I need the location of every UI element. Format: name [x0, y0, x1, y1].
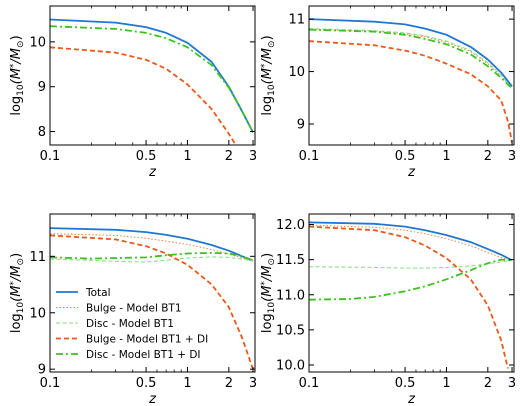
- y-tick-label: 11: [29, 250, 46, 265]
- series-line-disc_bt1_di: [50, 25, 254, 133]
- x-tick-label: 1: [442, 149, 450, 164]
- x-tick-label: 0.1: [40, 149, 61, 164]
- series-line-disc_bt1_di: [50, 251, 254, 262]
- panel-bottom-right: 0.1 0.5 1 2 3 10.0 10.5 11.0 11.5 12.0 z log10(M*/M…: [260, 213, 516, 406]
- legend-label-disc_bt1: Disc - Model BT1: [86, 318, 174, 330]
- x-tick-label: 3: [508, 376, 516, 391]
- y-axis-label: log10(M*/M⊙): [9, 253, 26, 333]
- legend-label-bulge_bt1_di: Bulge - Model BT1 + DI: [86, 334, 208, 346]
- series-line-total: [50, 227, 254, 262]
- series-group: [50, 227, 254, 370]
- x-tick-label: 0.1: [40, 376, 61, 391]
- x-tick-label: 1: [183, 149, 191, 164]
- y-tick-label: 11.5: [276, 253, 305, 268]
- legend-label-disc_bt1_di: Disc - Model BT1 + DI: [86, 349, 201, 361]
- x-tick-label: 2: [484, 376, 492, 391]
- x-axis-label: z: [407, 392, 416, 406]
- x-axis-label: z: [148, 392, 157, 406]
- series-line-total: [50, 18, 254, 133]
- x-axis-label: z: [148, 165, 157, 180]
- axes-frame: [49, 5, 256, 146]
- x-tick-label: 2: [484, 149, 492, 164]
- series-line-bulge_bt1_di: [50, 46, 237, 145]
- y-tick-label: 10.0: [276, 358, 305, 373]
- y-tick-label: 10: [29, 35, 46, 50]
- series-line-bulge_bt1: [50, 233, 254, 262]
- series-group: [309, 18, 513, 143]
- x-tick-label: 0.5: [136, 149, 157, 164]
- y-axis-label: log10(M*/M⊙): [260, 35, 277, 115]
- series-line-disc_bt1: [309, 259, 513, 269]
- series-group: [309, 221, 513, 369]
- series-line-bulge_bt1_di: [309, 225, 509, 369]
- x-tick-label: 2: [225, 376, 233, 391]
- series-group: [50, 18, 254, 145]
- series-line-bulge_bt1_di: [50, 234, 254, 370]
- x-tick-label: 3: [508, 149, 516, 164]
- series-line-disc_bt1: [309, 28, 513, 89]
- series-line-bulge_bt1_di: [309, 40, 513, 143]
- panel-top-left: 0.1 0.5 1 2 3 8 9 10 z log10(M*/M⊙): [9, 5, 257, 180]
- y-tick-label: 9: [38, 363, 46, 378]
- y-tick-label: 10.5: [276, 323, 305, 338]
- y-axis-label: log10(M*/M⊙): [9, 35, 26, 115]
- y-tick-label: 8: [38, 125, 46, 140]
- x-tick-label: 2: [225, 149, 233, 164]
- y-axis-label: log10(M*/M⊙): [260, 253, 277, 333]
- panel-bottom-left: 0.1 0.5 1 2 3 9 10 11 z log10(M*/M⊙): [9, 213, 257, 406]
- axes-frame: [308, 213, 515, 373]
- x-tick-label: 0.5: [395, 149, 416, 164]
- x-tick-label: 0.5: [395, 376, 416, 391]
- y-tick-label: 11.0: [276, 288, 305, 303]
- x-tick-label: 0.1: [299, 149, 320, 164]
- x-tick-label: 3: [249, 376, 257, 391]
- x-tick-label: 1: [442, 376, 450, 391]
- x-tick-label: 3: [249, 149, 257, 164]
- y-tick-label: 9: [38, 80, 46, 95]
- y-tick-label: 10: [29, 306, 46, 321]
- y-tick-label: 12.0: [276, 218, 305, 233]
- x-tick-label: 0.5: [136, 376, 157, 391]
- axes-frame: [49, 213, 256, 373]
- series-line-bulge_bt1: [309, 29, 513, 89]
- y-tick-label: 10: [288, 65, 305, 80]
- legend-label-total: Total: [85, 287, 111, 299]
- series-line-disc_bt1_di: [309, 28, 513, 90]
- axes-frame: [308, 5, 515, 146]
- series-line-total: [309, 221, 513, 262]
- y-tick-label: 11: [288, 13, 305, 28]
- legend-label-bulge_bt1: Bulge - Model BT1: [86, 303, 182, 315]
- x-tick-label: 1: [183, 376, 191, 391]
- legend: Total Bulge - Model BT1 Disc - Model BT1 Bu…: [56, 287, 208, 361]
- x-axis-label: z: [407, 165, 416, 180]
- panel-top-right: 0.1 0.5 1 2 3 9 10 11 z log10(M*/M⊙): [260, 5, 516, 180]
- series-line-total: [309, 18, 513, 87]
- y-tick-label: 9: [297, 118, 305, 133]
- series-line-bulge_bt1: [309, 224, 513, 261]
- x-tick-label: 0.1: [299, 376, 320, 391]
- series-line-disc_bt1_di: [309, 258, 513, 301]
